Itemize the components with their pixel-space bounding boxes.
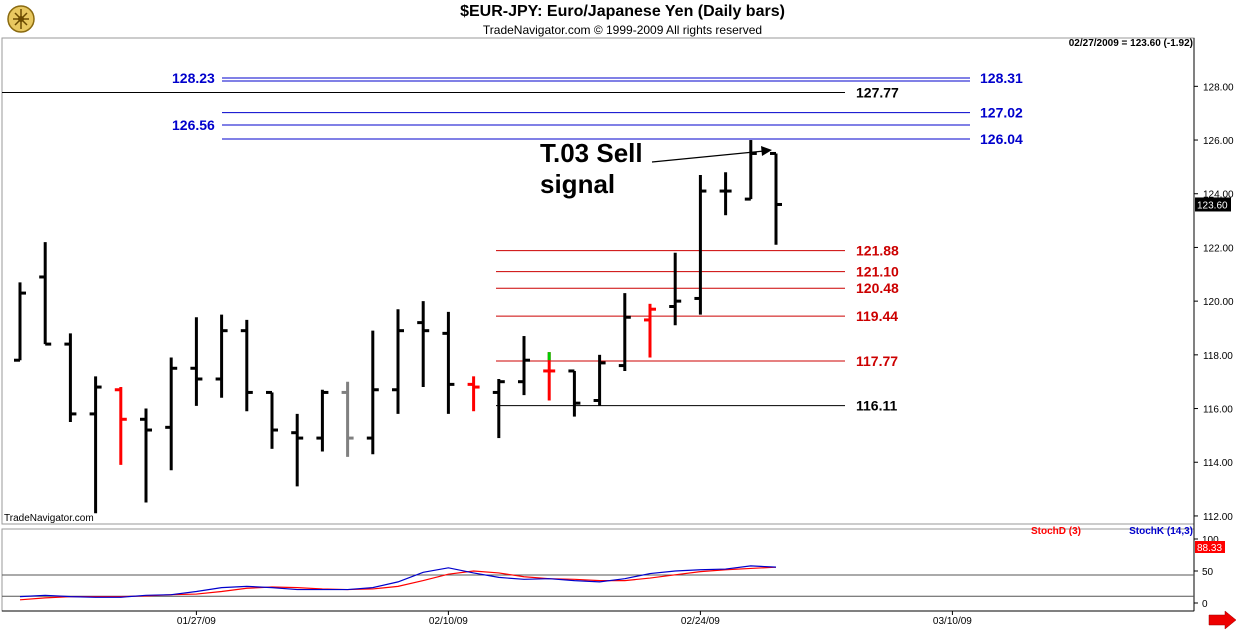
last-quote: 02/27/2009 = 123.60 (-1.92)	[1068, 38, 1193, 49]
level-left-label: 126.56	[172, 117, 215, 133]
level-label: 119.44	[856, 308, 898, 324]
y-tick-label: 120.00	[1203, 297, 1234, 308]
stoch-d-legend: StochD (3)	[1031, 526, 1081, 537]
level-left-label: 128.23	[172, 70, 215, 86]
level-label: 116.11	[856, 398, 897, 414]
stoch-value-label: 88.33	[1197, 543, 1222, 554]
copyright-line: TradeNavigator.com © 1999-2009 All right…	[482, 23, 763, 37]
last-price-box	[1195, 197, 1231, 212]
annotation-line2: signal	[540, 169, 615, 199]
watermark-label: TradeNavigator.com	[4, 513, 94, 524]
y-tick-label: 116.00	[1203, 405, 1233, 416]
x-tick-label: 01/27/09	[177, 616, 216, 627]
y-tick-label: 126.00	[1203, 136, 1234, 147]
y-tick-label: 128.00	[1203, 82, 1234, 93]
y-tick-label: 124.00	[1203, 190, 1234, 201]
stoch-y-tick-label: 100	[1202, 535, 1219, 546]
y-tick-label: 112.00	[1203, 512, 1233, 523]
annotation-arrow	[651, 150, 765, 163]
scroll-right-arrow-icon[interactable]	[1208, 610, 1237, 630]
level-label: 117.77	[856, 353, 898, 369]
annotation-line1: T.03 Sell	[540, 138, 643, 168]
level-label: 121.10	[856, 264, 899, 280]
stoch-value-box	[1195, 541, 1225, 553]
stoch-k-line	[19, 565, 777, 598]
y-tick-label: 122.00	[1203, 243, 1234, 254]
level-label: 120.48	[856, 280, 899, 296]
stoch-panel-frame	[1, 528, 1195, 612]
x-tick-label: 02/24/09	[681, 616, 720, 627]
annotation-arrowhead	[761, 146, 772, 156]
level-label: 121.88	[856, 243, 899, 259]
tradenavigator-logo-icon[interactable]	[6, 4, 36, 34]
x-tick-label: 03/10/09	[933, 616, 972, 627]
last-price-label: 123.60	[1197, 200, 1228, 211]
stoch-y-tick-label: 0	[1202, 599, 1208, 610]
stoch-d-line	[19, 566, 777, 601]
y-tick-label: 114.00	[1203, 458, 1233, 469]
stoch-k-legend: StochK (14,3)	[1129, 526, 1193, 537]
level-label: 126.04	[980, 131, 1023, 147]
chart-title: $EUR-JPY: Euro/Japanese Yen (Daily bars)	[460, 3, 785, 20]
x-tick-label: 02/10/09	[429, 616, 468, 627]
stoch-y-tick-label: 50	[1202, 567, 1214, 578]
level-label: 127.02	[980, 105, 1023, 121]
level-label: 128.31	[980, 70, 1023, 86]
y-tick-label: 118.00	[1203, 351, 1233, 362]
level-label: 127.77	[856, 85, 899, 101]
